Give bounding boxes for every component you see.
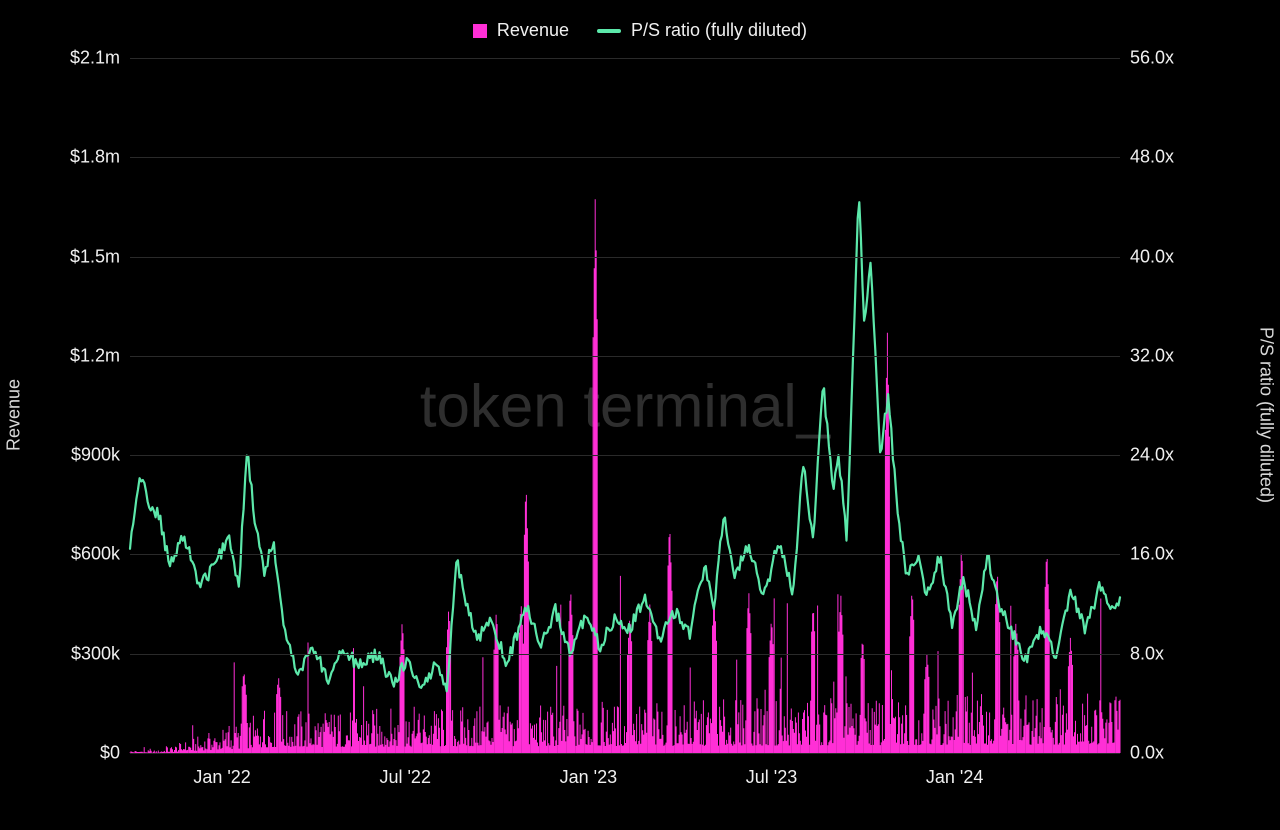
plot-area: token terminal_ $0$300k$600k$900k$1.2m$1… [130, 58, 1120, 753]
y-tick-right: 8.0x [1130, 643, 1164, 664]
y-tick-right: 48.0x [1130, 147, 1174, 168]
legend-item-revenue: Revenue [473, 20, 569, 41]
bars-group [130, 199, 1120, 753]
x-tick: Jan '23 [560, 767, 617, 788]
y-tick-right: 16.0x [1130, 544, 1174, 565]
y-tick-left: $600k [71, 544, 120, 565]
legend-label-revenue: Revenue [497, 20, 569, 41]
y-tick-left: $0 [100, 743, 120, 764]
legend-item-ps-ratio: P/S ratio (fully diluted) [597, 20, 807, 41]
x-tick: Jul '22 [379, 767, 430, 788]
x-tick: Jan '22 [193, 767, 250, 788]
y-tick-right: 56.0x [1130, 48, 1174, 69]
y-tick-right: 0.0x [1130, 743, 1164, 764]
chart-root: Revenue P/S ratio (fully diluted) Revenu… [0, 0, 1280, 830]
legend: Revenue P/S ratio (fully diluted) [0, 20, 1280, 41]
y-tick-right: 40.0x [1130, 246, 1174, 267]
plot-svg [130, 58, 1120, 753]
y-axis-right-title: P/S ratio (fully diluted) [1256, 327, 1277, 503]
ps-ratio-line [130, 202, 1120, 691]
y-tick-left: $300k [71, 643, 120, 664]
y-tick-right: 32.0x [1130, 345, 1174, 366]
y-tick-left: $2.1m [70, 48, 120, 69]
x-tick: Jul '23 [746, 767, 797, 788]
legend-label-ps-ratio: P/S ratio (fully diluted) [631, 20, 807, 41]
x-tick: Jan '24 [926, 767, 983, 788]
legend-swatch-line-icon [597, 29, 621, 33]
y-tick-left: $900k [71, 445, 120, 466]
revenue-bars [130, 199, 1120, 753]
y-tick-left: $1.2m [70, 345, 120, 366]
y-tick-left: $1.5m [70, 246, 120, 267]
legend-swatch-bar-icon [473, 24, 487, 38]
y-axis-left-title: Revenue [4, 379, 25, 451]
y-tick-left: $1.8m [70, 147, 120, 168]
y-tick-right: 24.0x [1130, 445, 1174, 466]
